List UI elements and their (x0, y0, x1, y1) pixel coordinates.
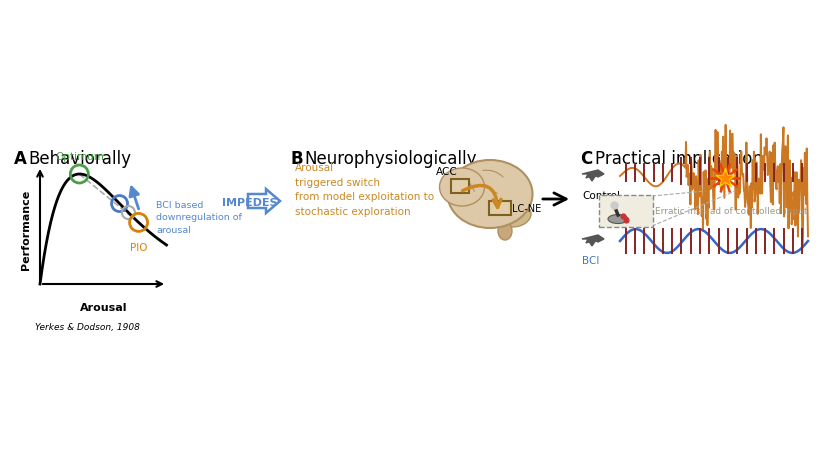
Point (719, 175, 732, 182)
Text: B: B (290, 150, 303, 168)
Polygon shape (582, 171, 604, 179)
Text: Arousal: Arousal (79, 302, 127, 312)
Text: Erratic instead of controlled input: Erratic instead of controlled input (655, 207, 808, 216)
Point (616, 213, 629, 220)
Point (619, 217, 632, 224)
Text: Behaviorally: Behaviorally (28, 150, 131, 168)
FancyArrowPatch shape (486, 187, 497, 194)
FancyBboxPatch shape (489, 202, 511, 216)
Text: A: A (14, 150, 27, 168)
Ellipse shape (608, 215, 628, 224)
FancyArrowPatch shape (483, 171, 503, 178)
Text: BCI based
downregulation of
arousal: BCI based downregulation of arousal (156, 201, 242, 235)
FancyBboxPatch shape (451, 179, 469, 194)
FancyArrowPatch shape (468, 181, 474, 192)
Point (719, 175, 732, 182)
FancyArrowPatch shape (463, 186, 501, 208)
Polygon shape (588, 240, 596, 246)
Text: Arousal
triggered switch
from model exploitation to
stochastic exploration: Arousal triggered switch from model expl… (295, 162, 434, 217)
Text: Control: Control (582, 190, 620, 201)
Text: BCI: BCI (582, 256, 600, 265)
FancyBboxPatch shape (599, 196, 653, 228)
Text: C: C (580, 150, 592, 168)
Text: LC-NE: LC-NE (512, 203, 541, 213)
Ellipse shape (498, 223, 512, 241)
Text: ACC: ACC (436, 167, 458, 177)
Text: Yerkes & Dodson, 1908: Yerkes & Dodson, 1908 (35, 322, 140, 331)
Text: Performance: Performance (21, 190, 31, 269)
Text: IMPEDES: IMPEDES (222, 197, 277, 207)
Ellipse shape (447, 161, 533, 229)
Ellipse shape (493, 202, 531, 228)
Text: Optimum: Optimum (55, 151, 104, 162)
Polygon shape (588, 174, 596, 182)
Text: Practical implication: Practical implication (595, 150, 763, 168)
Polygon shape (582, 235, 604, 243)
Ellipse shape (440, 168, 485, 207)
Point (607, 202, 620, 209)
Text: Neurophysiologically: Neurophysiologically (304, 150, 477, 168)
FancyArrowPatch shape (543, 193, 566, 206)
Text: PIO: PIO (130, 243, 148, 253)
